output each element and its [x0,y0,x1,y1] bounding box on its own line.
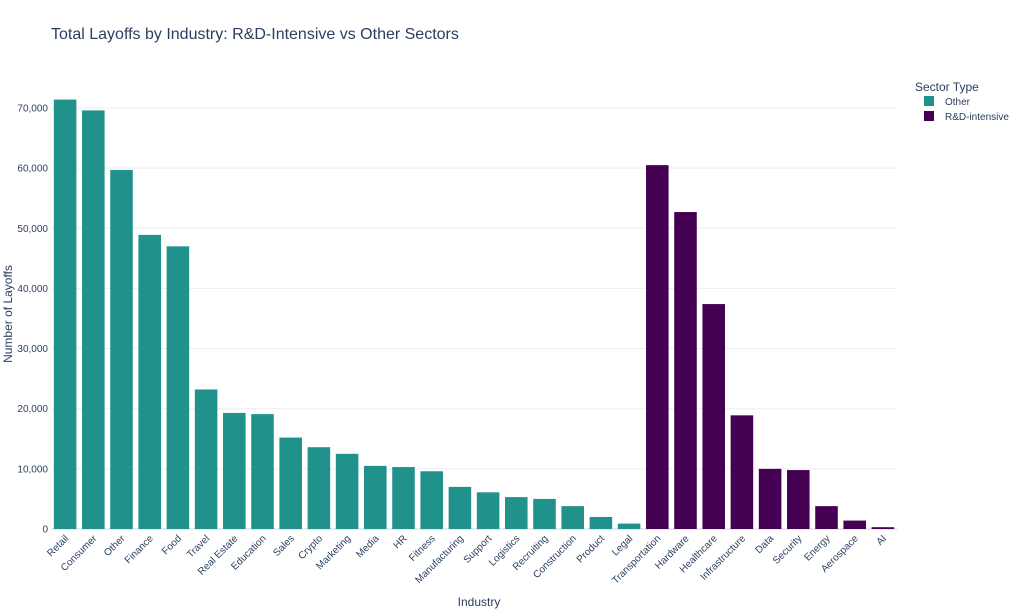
bar-education[interactable] [251,414,274,529]
x-tick-label: Travel [185,533,212,560]
legend-item[interactable]: Other [924,96,971,108]
bar-data[interactable] [758,468,782,529]
bar-aerospace[interactable] [843,520,866,529]
gridlines [51,107,897,530]
bar-marketing[interactable] [335,453,359,529]
y-tick-label: 0 [42,525,48,536]
y-axis-ticks: 0 10,000 20,000 30,000 40,000 50,000 60,000 70,… [17,104,48,536]
y-tick-label: 30,000 [17,344,48,355]
bar-fitness[interactable] [420,471,443,529]
y-tick-label: 50,000 [17,224,48,235]
x-tick-label: Media [354,533,381,560]
legend-item[interactable]: R&D-intensive [924,111,1009,123]
bar-infrastructure[interactable] [730,415,754,529]
y-axis-title: Number of Layoffs [1,265,15,363]
x-tick-label: Product [575,533,607,565]
legend[interactable]: Sector Type Other R&D-intensive [915,80,1009,123]
x-tick-label: AI [875,533,889,547]
bar-hardware[interactable] [674,212,697,529]
y-tick-label: 40,000 [17,284,48,295]
bar-finance[interactable] [138,234,161,529]
bar-hr[interactable] [392,467,415,529]
x-tick-label: Other [102,533,128,559]
bar-recruiting[interactable] [533,498,556,529]
bar-support[interactable] [476,492,500,529]
x-tick-label: Security [771,533,804,566]
y-tick-label: 20,000 [17,404,48,415]
x-tick-label: Food [160,533,184,557]
bar-security[interactable] [787,470,810,529]
bar-healthcare[interactable] [702,304,725,529]
x-tick-label: Retail [45,533,71,559]
bar-other[interactable] [110,169,133,529]
bar-food[interactable] [166,246,190,530]
bar-real-estate[interactable] [223,412,246,529]
bar-ai[interactable] [871,527,895,529]
x-tick-label: Sales [271,533,296,558]
legend-swatch [924,96,934,106]
y-tick-label: 70,000 [17,104,48,115]
bar-manufacturing[interactable] [448,486,472,529]
x-tick-label: Finance [123,533,156,566]
y-tick-label: 60,000 [17,164,48,175]
x-tick-label: Legal [610,533,635,558]
bars [53,99,895,530]
bar-energy[interactable] [815,506,838,529]
chart-title: Total Layoffs by Industry: R&D-Intensive… [51,26,459,43]
x-tick-label: Data [754,533,777,556]
bar-logistics[interactable] [505,497,528,529]
bar-consumer[interactable] [82,110,105,530]
bar-retail[interactable] [53,99,77,529]
bar-sales[interactable] [279,437,302,529]
y-tick-label: 10,000 [17,464,48,475]
bar-legal[interactable] [617,523,641,529]
bar-travel[interactable] [194,389,218,529]
bar-construction[interactable] [561,506,584,529]
bar-product[interactable] [589,516,613,529]
legend-items[interactable]: Other R&D-intensive [924,96,1009,123]
bar-media[interactable] [364,465,387,529]
legend-label: Other [945,97,971,108]
bar-crypto[interactable] [307,447,331,529]
x-axis-title: Industry [458,595,501,609]
legend-title: Sector Type [915,80,979,94]
x-tick-label: HR [392,533,410,551]
legend-label: R&D-intensive [945,112,1009,123]
bar-transportation[interactable] [646,165,669,529]
legend-swatch [924,111,934,121]
